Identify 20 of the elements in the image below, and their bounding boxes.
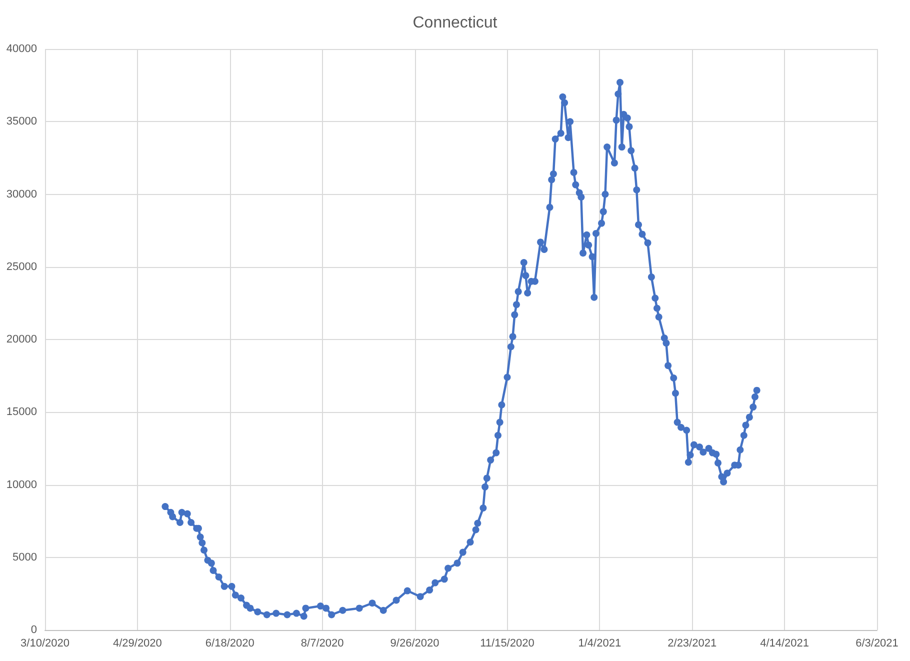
chart-title: Connecticut [412, 14, 498, 32]
y-tick-label: 10000 [6, 478, 37, 491]
x-tick-label: 6/3/2021 [856, 638, 898, 650]
y-tick-label: 40000 [6, 43, 37, 55]
y-tick-label: 20000 [6, 334, 37, 346]
y-tick-label: 5000 [12, 551, 37, 564]
y-tick-label: 30000 [6, 188, 37, 200]
x-tick-label: 8/7/2020 [300, 638, 344, 650]
x-tick-label: 3/10/2020 [20, 638, 70, 650]
x-tick-label: 11/15/2020 [480, 638, 534, 650]
y-tick-label: 35000 [6, 116, 37, 128]
y-tick-label: 15000 [6, 406, 37, 418]
x-tick-label: 6/18/2020 [205, 638, 254, 650]
y-tick-label: 0 [30, 624, 37, 636]
x-tick-label: 2/23/2021 [668, 638, 717, 650]
x-tick-label: 4/14/2021 [760, 638, 810, 650]
x-tick-label: 1/4/2021 [578, 638, 622, 650]
x-tick-label: 4/29/2020 [112, 638, 162, 650]
y-tick-label: 25000 [6, 260, 37, 273]
x-tick-label: 9/26/2020 [390, 638, 440, 650]
